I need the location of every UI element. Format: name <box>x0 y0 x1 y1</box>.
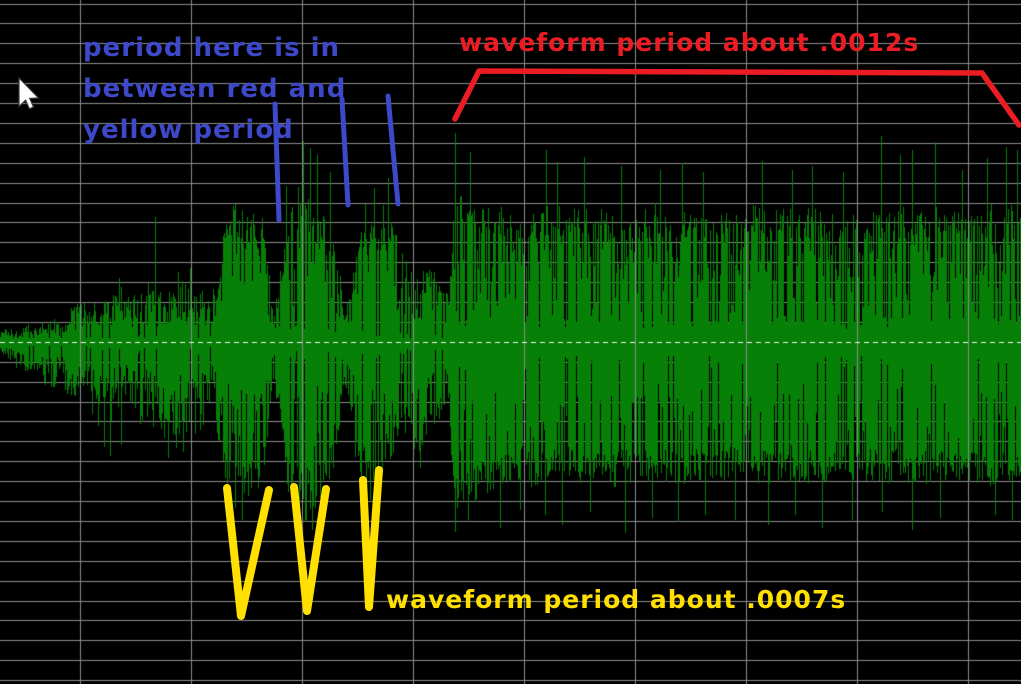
waveform-canvas[interactable] <box>0 0 1021 684</box>
waveform-display: period here is in between red and yellow… <box>0 0 1021 684</box>
